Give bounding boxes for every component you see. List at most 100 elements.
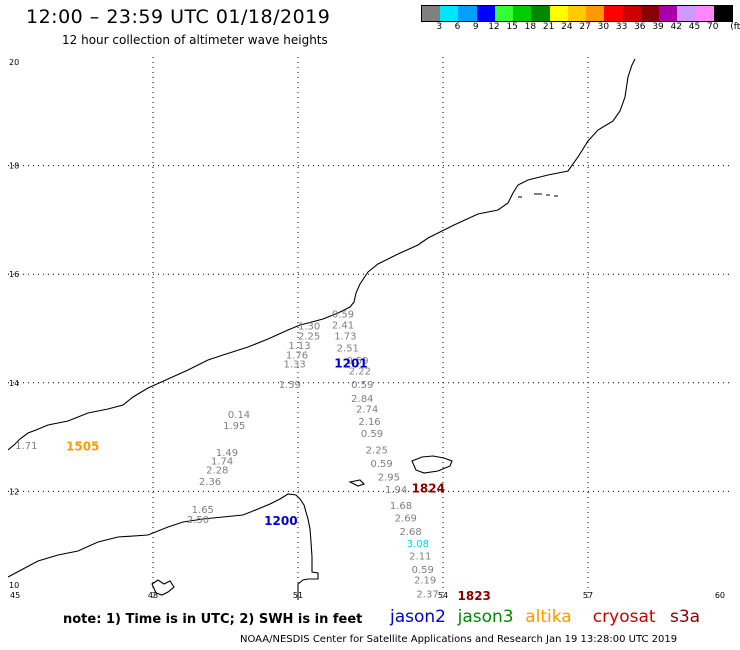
swh-value: 2.19 — [414, 576, 436, 587]
pass-time-label: 1200 — [264, 514, 297, 528]
legend-label: 3 — [436, 22, 443, 32]
lat-tick-label: 12 — [9, 487, 19, 496]
color-legend-bar — [421, 5, 733, 22]
legend-swatch — [713, 6, 732, 21]
legend-label: 24 — [561, 22, 573, 32]
map-grid — [8, 57, 733, 600]
swh-value: 0.59 — [371, 459, 393, 470]
arabian-coastline — [8, 58, 636, 451]
swh-value: 2.25 — [298, 331, 320, 342]
lat-tick-label: 10 — [9, 581, 19, 590]
swh-value: 2.69 — [395, 513, 417, 524]
legend-swatch — [567, 6, 587, 21]
swh-value: 2.74 — [356, 405, 378, 416]
lat-tick-label: 16 — [9, 270, 19, 279]
kuria-muria-islands — [518, 193, 558, 198]
legend-swatch — [476, 6, 495, 21]
swh-value: 1.13 — [288, 341, 310, 352]
swh-value: 2.16 — [358, 417, 380, 428]
satellite-cryosat: cryosat — [592, 607, 656, 627]
legend-label: 21 — [542, 22, 555, 32]
swh-value: 1.71 — [15, 441, 37, 452]
swh-value: 2.41 — [332, 321, 354, 332]
legend-swatch — [640, 6, 660, 21]
lon-tick-label: 54 — [438, 591, 448, 600]
legend-swatch — [604, 6, 623, 21]
axis-labels: 45 48 51 54 57 60 20 18 16 14 12 10 — [9, 58, 725, 600]
footer-note: note: 1) Time is in UTC; 2) SWH is in fe… — [63, 612, 363, 627]
lon-tick-label: 60 — [715, 591, 725, 600]
legend-swatch — [458, 6, 477, 21]
swh-value: 3.08 — [407, 539, 429, 550]
swh-value: 2.28 — [206, 465, 228, 476]
lon-tick-label: 57 — [583, 591, 593, 600]
legend-swatch — [549, 6, 568, 21]
legend-label: 45 — [688, 22, 701, 32]
swh-value: 1.95 — [223, 421, 245, 432]
swh-value: 2.37 — [416, 589, 438, 600]
legend-swatch — [622, 6, 641, 21]
swh-value: 1.33 — [284, 360, 306, 371]
swh-value: 1.65 — [192, 505, 214, 516]
legend-label: 42 — [670, 22, 683, 32]
legend-label: 18 — [524, 22, 537, 32]
swh-value: 1.59 — [279, 380, 301, 391]
swh-labels: 1.710.592.411.302.25 1.731.13 2.511.76 0.59… — [15, 310, 438, 600]
legend-swatch — [677, 6, 696, 21]
swh-value: 2.50 — [187, 515, 209, 526]
lat-tick-label: 14 — [9, 379, 19, 388]
socotra-island — [411, 455, 453, 474]
legend-unit: (ft) — [730, 22, 740, 32]
legend-label: 33 — [615, 22, 628, 32]
pass-time-label: 1823 — [458, 589, 491, 600]
coastline — [8, 58, 636, 600]
pass-time-label: 1201 — [334, 357, 367, 371]
swh-value: 2.36 — [199, 477, 221, 488]
legend-label: 27 — [579, 22, 591, 32]
swh-value: 1.30 — [298, 322, 320, 333]
page-title: 12:00 – 23:59 UTC 01/18/2019 — [26, 6, 331, 28]
swh-value: 2.25 — [366, 445, 388, 456]
pass-time-label: 1824 — [412, 481, 445, 495]
legend-swatch — [440, 6, 459, 21]
swh-value: 0.14 — [228, 410, 250, 421]
pass-time-label: 1505 — [66, 440, 99, 454]
legend-swatch — [586, 6, 605, 21]
lon-tick-label: 51 — [293, 591, 303, 600]
legend-swatch — [494, 6, 514, 21]
satellite-s3a: s3a — [670, 607, 701, 627]
footer-credit: NOAA/NESDIS Center for Satellite Applica… — [240, 634, 678, 645]
swh-value: 1.49 — [216, 448, 238, 459]
swh-value: 0.59 — [361, 429, 383, 440]
legend-label: 39 — [652, 22, 664, 32]
page-subtitle: 12 hour collection of altimeter wave hei… — [62, 33, 328, 47]
legend-swatch — [695, 6, 714, 21]
legend-swatch — [531, 6, 550, 21]
swh-value: 2.84 — [351, 394, 373, 405]
satellite-jason2: jason2 — [390, 607, 446, 627]
satellite-jason3: jason3 — [457, 607, 514, 627]
swh-value: 1.73 — [334, 331, 356, 342]
swh-value: 0.59 — [346, 356, 368, 367]
time-labels: 1505 1201 1200 1824 1823 — [66, 357, 491, 600]
horn-of-africa-coastline — [8, 493, 319, 600]
lon-tick-label: 45 — [10, 591, 20, 600]
swh-value: 1.74 — [211, 456, 233, 467]
satellite-altika: altika — [525, 607, 572, 627]
legend-label: 70 — [707, 22, 719, 32]
swh-value: 2.22 — [349, 367, 371, 378]
legend-swatch — [659, 6, 678, 21]
lon-tick-label: 48 — [148, 591, 158, 600]
swh-value: 2.68 — [400, 527, 422, 538]
legend-label: 30 — [597, 22, 610, 32]
legend-label: 15 — [506, 22, 518, 32]
swh-value: 0.59 — [332, 310, 354, 321]
swh-value: 2.95 — [378, 473, 400, 484]
legend-label: 36 — [634, 22, 646, 32]
legend-swatch — [513, 6, 532, 21]
swh-value: 0.59 — [351, 380, 373, 391]
legend-swatch — [422, 6, 441, 21]
swh-value: 1.94 — [385, 485, 407, 496]
